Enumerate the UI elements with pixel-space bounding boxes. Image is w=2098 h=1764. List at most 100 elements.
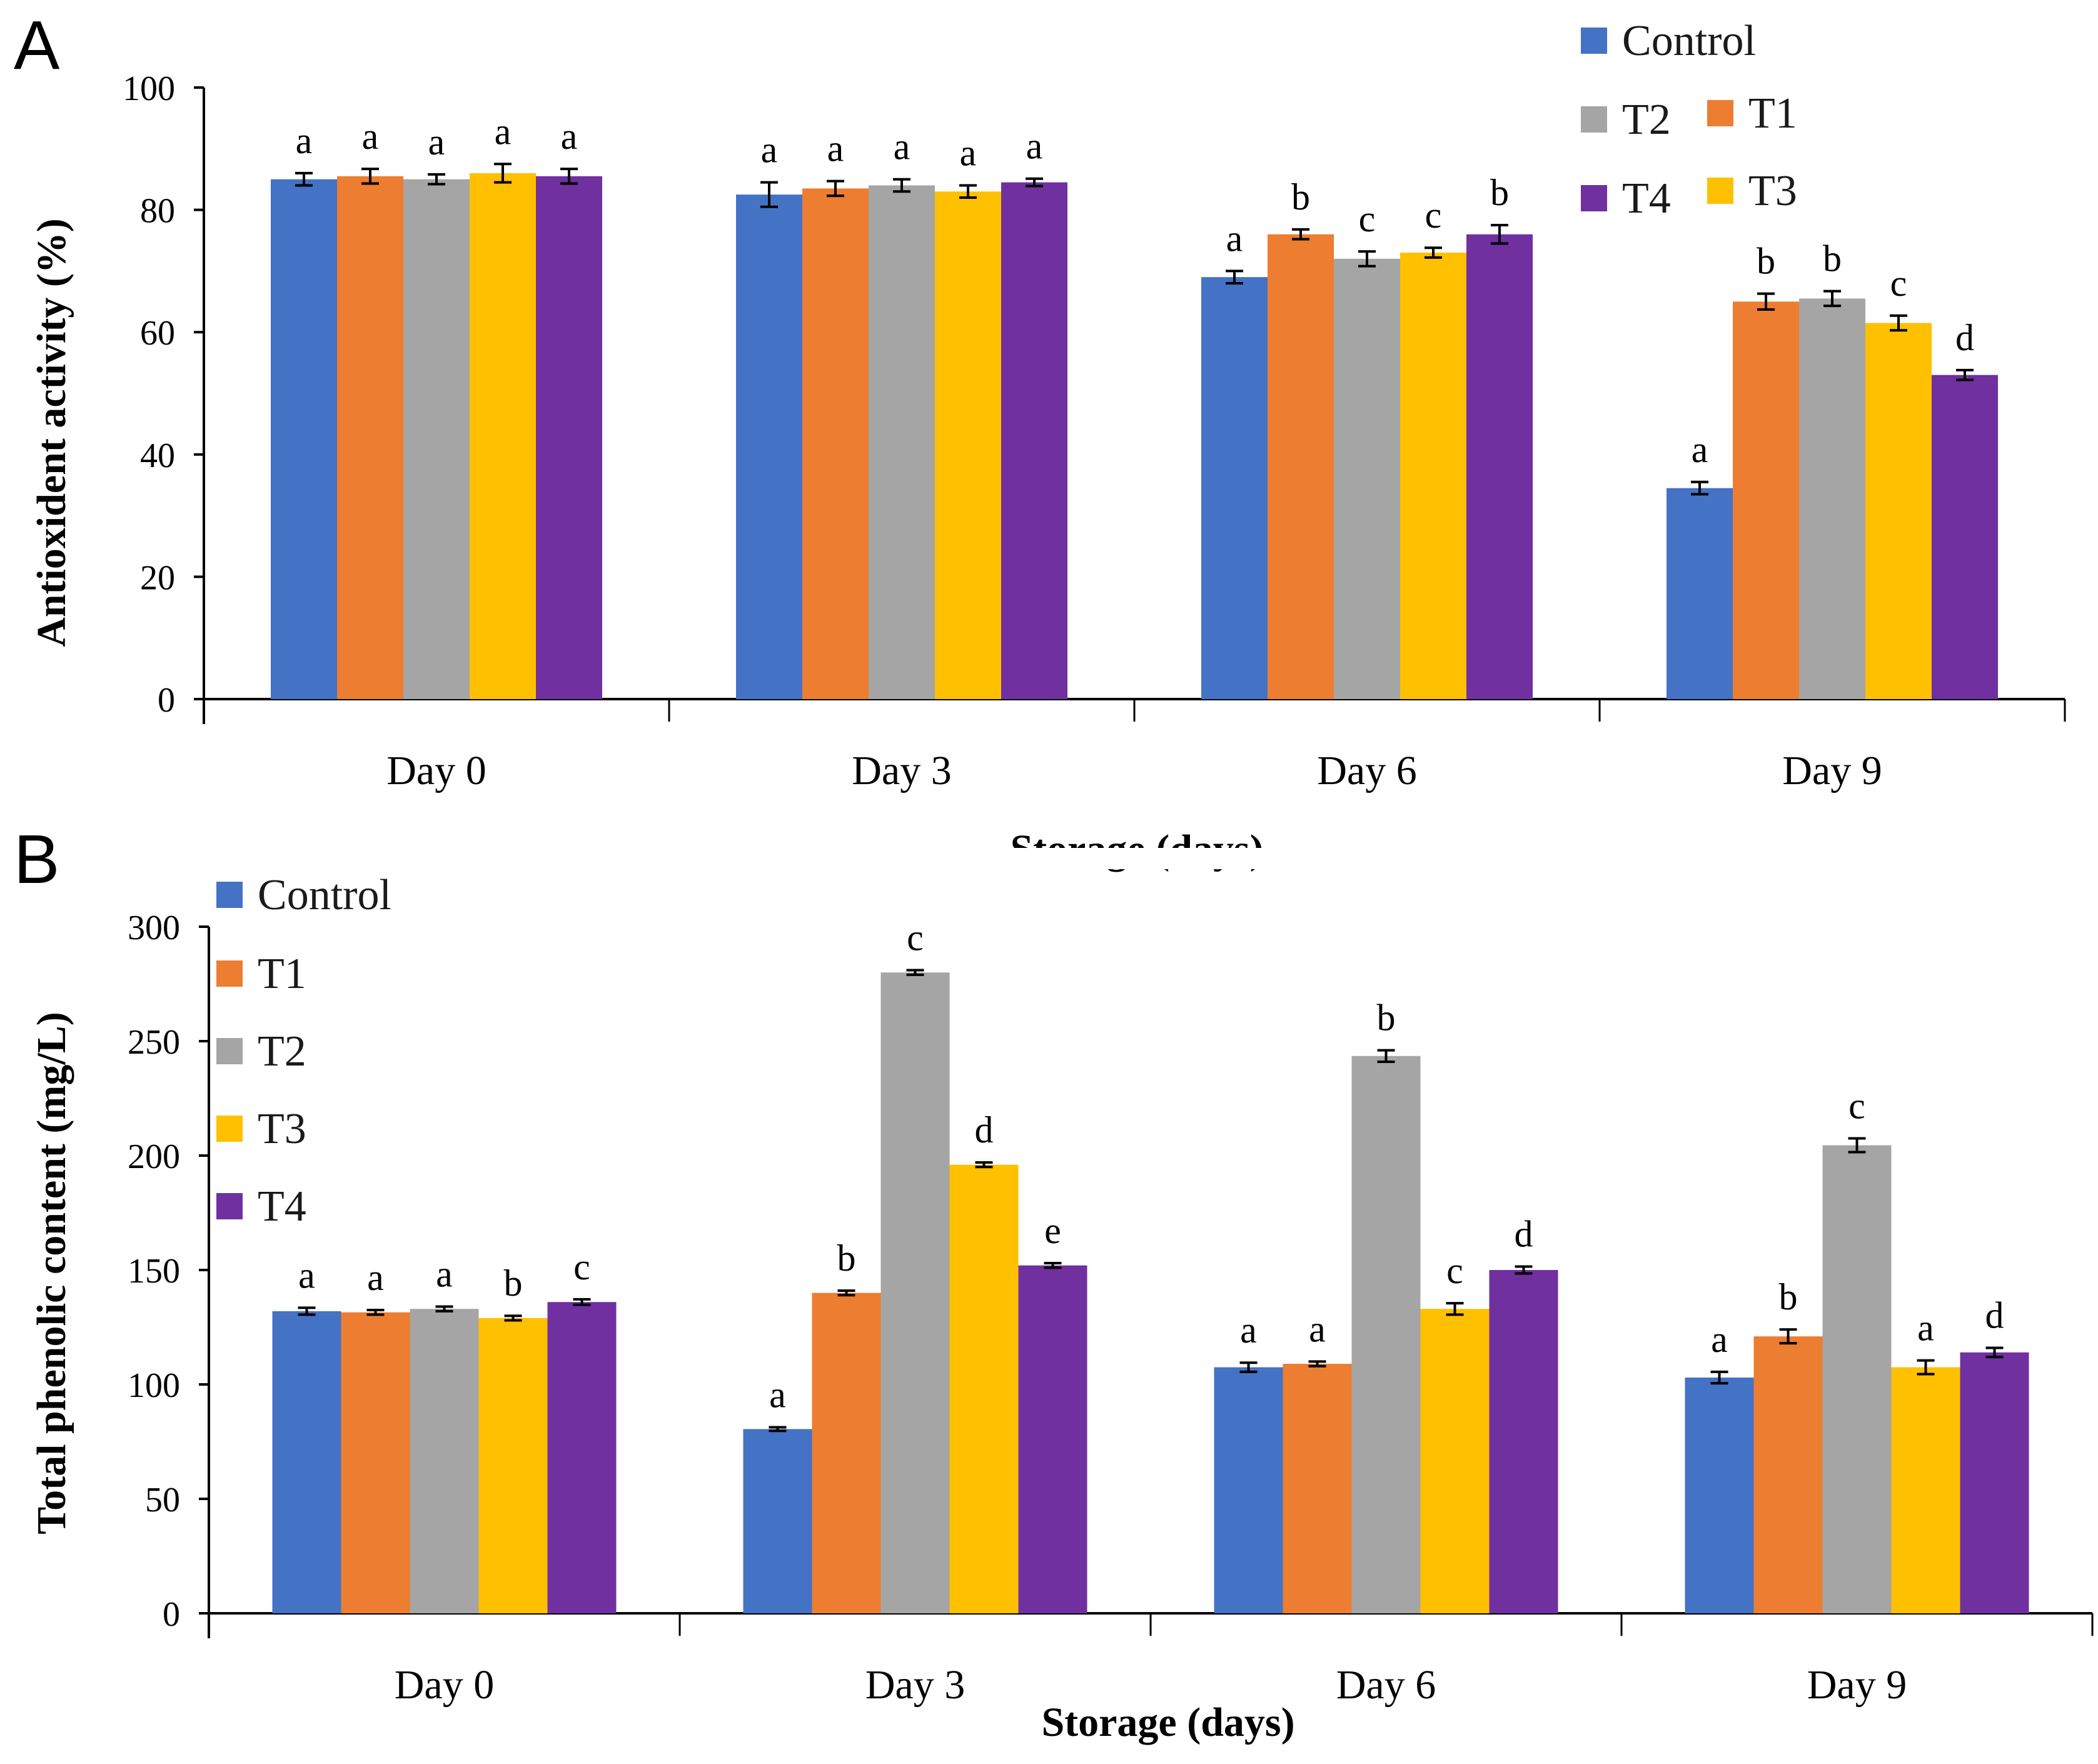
panel-b-y-axis-title: Total phenolic content (mg/L) <box>29 1012 74 1534</box>
panel-a-significance-label: a <box>1692 429 1708 470</box>
panel-b: B Control T1 T2 T3 T4 Storage (days) Tot… <box>14 821 2094 1745</box>
panel-a-significance-label: a <box>827 128 844 169</box>
panel-a-category-label: Day 9 <box>1782 748 1882 794</box>
panel-a-y-tick-label: 100 <box>123 69 175 108</box>
legend-swatch-t2 <box>216 1038 243 1064</box>
legend-label-control: Control <box>258 871 391 919</box>
panel-b-significance-label: b <box>1377 997 1396 1039</box>
panel-a-significance-label: a <box>495 111 512 152</box>
panel-a-y-tick-label: 60 <box>140 314 175 353</box>
panel-a-significance-label: a <box>296 120 313 161</box>
panel-a-bar-t2-day-0 <box>403 179 470 699</box>
panel-b-bar-t3-day-3 <box>949 1164 1019 1613</box>
panel-a-bar-t3-day-6 <box>1400 253 1466 699</box>
panel-a-significance-label: c <box>1425 194 1442 236</box>
panel-a-significance-label: b <box>1490 172 1509 213</box>
panel-letter-a: A <box>14 7 60 84</box>
panel-b-bar-control-day-3 <box>743 1429 812 1613</box>
panel-b-bar-t4-day-9 <box>1960 1352 2029 1613</box>
panel-b-significance-label: d <box>975 1109 994 1151</box>
panel-b-bar-t2-day-9 <box>1822 1145 1892 1613</box>
legend-label-t4: T4 <box>1622 174 1671 223</box>
panel-a-bar-control-day-6 <box>1201 277 1268 699</box>
panel-separator <box>0 848 2098 869</box>
legend-label-t3: T3 <box>258 1105 306 1153</box>
panel-a-bar-t2-day-3 <box>869 185 935 700</box>
panel-a-bar-t3-day-9 <box>1865 323 1932 699</box>
panel-b-bar-control-day-6 <box>1214 1367 1283 1613</box>
panel-a-y-axis-title: Antioxident activity (%) <box>29 218 74 647</box>
panel-b-significance-label: c <box>1446 1250 1463 1291</box>
panel-a-y-tick-label: 0 <box>158 681 175 720</box>
panel-b-significance-label: b <box>504 1263 523 1304</box>
panel-a-significance-label: a <box>362 116 379 157</box>
legend-swatch-control <box>1581 28 1607 54</box>
legend-label-t1: T1 <box>258 950 306 998</box>
panel-b-significance-label: a <box>769 1374 786 1415</box>
legend-swatch-t3 <box>1707 178 1733 204</box>
panel-a-significance-label: a <box>761 129 778 171</box>
panel-a-y-tick-label: 80 <box>140 192 175 231</box>
legend-label-t2: T2 <box>1622 96 1671 144</box>
panel-a-bar-control-day-3 <box>736 194 802 699</box>
panel-b-category-label: Day 0 <box>395 1662 494 1708</box>
panel-b-category-label: Day 9 <box>1807 1662 1907 1708</box>
panel-a-category-label: Day 0 <box>386 748 486 794</box>
panel-a-legend: Control T2 T1 T4 T3 <box>1581 17 1797 223</box>
legend-swatch-t4 <box>216 1193 243 1219</box>
panel-a-bar-t3-day-3 <box>935 191 1001 699</box>
legend-label-t1: T1 <box>1748 89 1797 138</box>
panel-b-y-tick-label: 0 <box>163 1595 180 1634</box>
legend-swatch-t1 <box>216 960 243 987</box>
panel-a-bar-t2-day-9 <box>1799 298 1865 699</box>
panel-b-bar-t3-day-0 <box>478 1318 548 1613</box>
panel-a-bar-t4-day-0 <box>536 176 602 699</box>
panel-b-significance-label: a <box>1240 1309 1257 1351</box>
panel-b-bar-t1-day-3 <box>812 1293 881 1613</box>
panel-a-y-tick-label: 40 <box>140 436 175 475</box>
panel-a-bar-t4-day-9 <box>1932 375 1998 699</box>
panel-b-significance-label: c <box>573 1246 590 1288</box>
panel-b-y-tick-label: 300 <box>128 909 180 947</box>
panel-a: A Control T2 T1 T4 T3 Storage (days) Ant… <box>14 7 2066 872</box>
panel-b-y-tick-label: 100 <box>128 1366 180 1405</box>
legend-label-t3: T3 <box>1748 167 1797 215</box>
panel-a-significance-label: a <box>561 116 578 157</box>
panel-b-significance-label: a <box>367 1257 384 1298</box>
legend-swatch-t4 <box>1581 185 1607 211</box>
panel-b-y-tick-label: 200 <box>128 1137 180 1176</box>
legend-label-control: Control <box>1622 17 1756 65</box>
panel-b-bar-t2-day-6 <box>1351 1056 1421 1613</box>
panel-a-significance-label: d <box>1955 317 1974 358</box>
panel-b-bar-t3-day-9 <box>1891 1367 1960 1613</box>
panel-b-bar-t2-day-0 <box>410 1309 479 1613</box>
panel-b-significance-label: a <box>298 1254 315 1296</box>
panel-b-bar-t1-day-9 <box>1753 1336 1823 1613</box>
panel-b-significance-label: d <box>1985 1294 2004 1336</box>
panel-a-bar-control-day-9 <box>1667 488 1733 699</box>
panel-a-category-label: Day 6 <box>1317 748 1416 794</box>
panel-b-y-tick-label: 250 <box>128 1023 180 1062</box>
panel-b-significance-label: a <box>436 1254 453 1295</box>
panel-b-bar-t4-day-3 <box>1018 1265 1087 1613</box>
legend-label-t4: T4 <box>258 1182 306 1231</box>
panel-b-bar-t1-day-0 <box>341 1312 410 1613</box>
panel-b-y-tick-label: 150 <box>128 1252 180 1291</box>
panel-b-significance-label: c <box>907 917 924 959</box>
panel-a-significance-label: a <box>1026 126 1043 167</box>
panel-a-bar-t1-day-3 <box>802 188 869 699</box>
panel-a-significance-label: c <box>1890 263 1907 304</box>
panel-a-bar-control-day-0 <box>271 179 337 699</box>
panel-a-significance-label: b <box>1291 176 1310 218</box>
panel-a-bar-t3-day-0 <box>470 173 536 699</box>
panel-a-category-label: Day 3 <box>852 748 951 794</box>
panel-b-significance-label: a <box>1711 1319 1728 1360</box>
panel-b-significance-label: e <box>1044 1210 1061 1251</box>
legend-swatch-t1 <box>1707 100 1733 126</box>
legend-swatch-t2 <box>1581 106 1607 133</box>
panel-b-significance-label: a <box>1309 1308 1326 1349</box>
panel-letter-b: B <box>14 821 59 898</box>
panel-b-bar-control-day-9 <box>1685 1378 1754 1613</box>
panel-b-bar-t4-day-6 <box>1489 1270 1558 1613</box>
